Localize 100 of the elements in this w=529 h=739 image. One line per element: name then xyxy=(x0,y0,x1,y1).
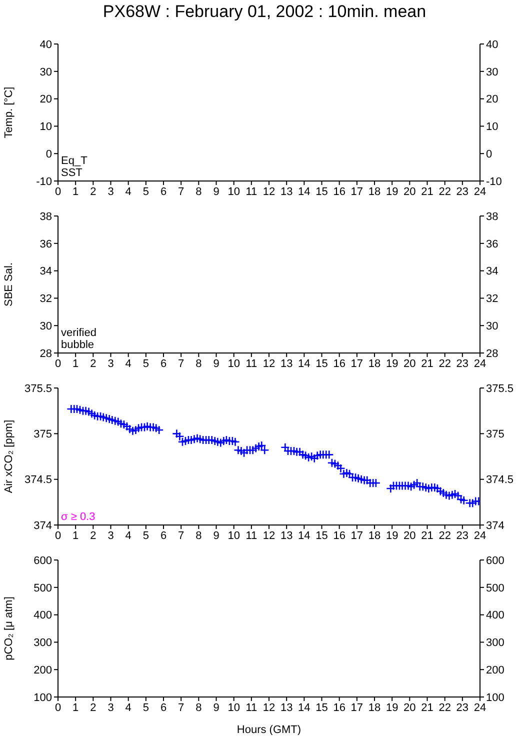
x-tick-label: 6 xyxy=(160,702,167,714)
y-axis-title: pCO₂ [μ atm] xyxy=(2,596,15,660)
y-tick-label: 38 xyxy=(40,210,52,223)
x-tick-label: 18 xyxy=(368,702,381,714)
y-tick-label: 400 xyxy=(34,610,52,622)
x-tick-label: 2 xyxy=(90,530,96,542)
x-tick-label: 10 xyxy=(228,186,240,198)
y-tick-label: 20 xyxy=(40,94,52,106)
x-tick-label: 8 xyxy=(196,702,202,714)
y2-tick-label: 500 xyxy=(486,582,504,594)
x-tick-label: 1 xyxy=(72,530,79,542)
y2-tick-label: 30 xyxy=(486,66,498,78)
y-tick-label: 36 xyxy=(40,238,52,250)
x-tick-label: 11 xyxy=(246,186,258,198)
x-tick-label: 2 xyxy=(90,358,96,370)
annotation: Eq_T xyxy=(61,155,88,167)
x-tick-label: 10 xyxy=(228,358,240,370)
x-tick-label: 0 xyxy=(54,186,62,198)
x-tick-label: 5 xyxy=(142,186,149,198)
x-tick-label: 16 xyxy=(333,358,346,370)
y-axis-title: SBE Sal. xyxy=(2,262,15,307)
x-tick-label: 3 xyxy=(108,702,114,714)
y2-tick-label: 28 xyxy=(486,348,498,360)
x-tick-label: 11 xyxy=(246,702,258,714)
y2-tick-label: 34 xyxy=(486,266,498,278)
y-tick-label: 100 xyxy=(34,692,52,704)
x-tick-label: 4 xyxy=(125,530,132,542)
y-axis-title: Temp. [°C] xyxy=(2,86,15,138)
x-tick-label: 24 xyxy=(474,186,486,198)
x-tick-label: 17 xyxy=(350,530,364,542)
x-tick-label: 23 xyxy=(456,530,469,542)
y-tick-label: 200 xyxy=(34,664,52,677)
x-tick-label: 13 xyxy=(280,702,293,714)
y-tick-label: 32 xyxy=(40,293,52,306)
x-tick-label: 7 xyxy=(178,702,184,714)
y2-tick-label: 30 xyxy=(486,320,498,333)
x-tick-label: 24 xyxy=(474,358,486,370)
x-tick-label: 4 xyxy=(125,702,132,714)
x-tick-label: 6 xyxy=(160,530,167,542)
y2-tick-label: 36 xyxy=(486,238,498,250)
x-tick-label: 18 xyxy=(368,358,381,370)
x-tick-label: 5 xyxy=(142,358,149,370)
x-tick-label: 17 xyxy=(350,702,364,714)
chart-title: PX68W : February 01, 2002 : 10min. mean xyxy=(102,2,428,22)
x-tick-label: 14 xyxy=(298,530,310,542)
x-tick-label: 7 xyxy=(178,358,184,370)
x-tick-label: 14 xyxy=(298,702,310,714)
x-tick-label: 9 xyxy=(213,358,220,370)
y2-tick-label: 600 xyxy=(486,554,504,567)
y2-tick-label: 32 xyxy=(486,293,498,306)
x-tick-label: 0 xyxy=(54,702,62,714)
x-tick-label: 11 xyxy=(246,530,258,542)
y-tick-label: 600 xyxy=(34,554,52,567)
x-tick-label: 21 xyxy=(421,530,434,542)
x-tick-label: 2 xyxy=(90,186,96,198)
x-tick-label: 8 xyxy=(196,358,202,370)
x-tick-label: 22 xyxy=(438,186,451,198)
x-tick-label: 20 xyxy=(404,186,416,198)
x-tick-label: 5 xyxy=(142,702,149,714)
x-tick-label: 3 xyxy=(108,358,114,370)
y2-tick-label: 375.5 xyxy=(486,382,514,395)
x-tick-label: 8 xyxy=(196,186,202,198)
x-tick-label: 6 xyxy=(160,358,167,370)
y2-tick-label: 10 xyxy=(486,121,498,134)
x-tick-label: 8 xyxy=(196,530,202,542)
x-tick-label: 23 xyxy=(456,358,469,370)
x-tick-label: 13 xyxy=(280,530,293,542)
x-tick-label: 21 xyxy=(421,358,434,370)
x-tick-label: 15 xyxy=(316,530,328,542)
x-tick-label: 10 xyxy=(228,530,240,542)
x-tick-label: 19 xyxy=(386,186,398,198)
x-tick-label: 13 xyxy=(280,358,293,370)
x-tick-label: 9 xyxy=(213,186,220,198)
x-tick-label: 9 xyxy=(213,530,220,542)
x-tick-label: 4 xyxy=(125,358,132,370)
y2-tick-label: 374 xyxy=(486,520,504,532)
y2-tick-label: 0 xyxy=(486,148,492,161)
x-tick-label: 18 xyxy=(368,530,381,542)
y2-tick-label: 40 xyxy=(486,38,498,51)
y-tick-label: 0 xyxy=(46,148,52,161)
x-tick-label: 0 xyxy=(54,358,62,370)
y-tick-label: 374 xyxy=(34,520,52,532)
x-tick-label: 21 xyxy=(421,186,434,198)
y2-tick-label: 38 xyxy=(486,210,498,223)
x-tick-label: 18 xyxy=(368,186,381,198)
y-tick-label: 375.5 xyxy=(24,382,52,395)
x-tick-label: 4 xyxy=(125,186,132,198)
annotation: verified xyxy=(61,327,96,339)
y-tick-label: 30 xyxy=(40,320,52,333)
y-tick-label: 40 xyxy=(40,38,52,51)
x-tick-label: 20 xyxy=(404,530,416,542)
x-tick-label: 15 xyxy=(316,186,328,198)
x-tick-label: 16 xyxy=(333,530,346,542)
x-tick-label: 16 xyxy=(333,702,346,714)
y-tick-label: 28 xyxy=(40,348,52,360)
x-tick-label: 22 xyxy=(438,530,451,542)
legend-label: σ ≥ 0.3 xyxy=(61,511,96,523)
y2-tick-label: 200 xyxy=(486,664,504,677)
x-tick-label: 6 xyxy=(160,186,167,198)
x-tick-label: 10 xyxy=(228,702,240,714)
